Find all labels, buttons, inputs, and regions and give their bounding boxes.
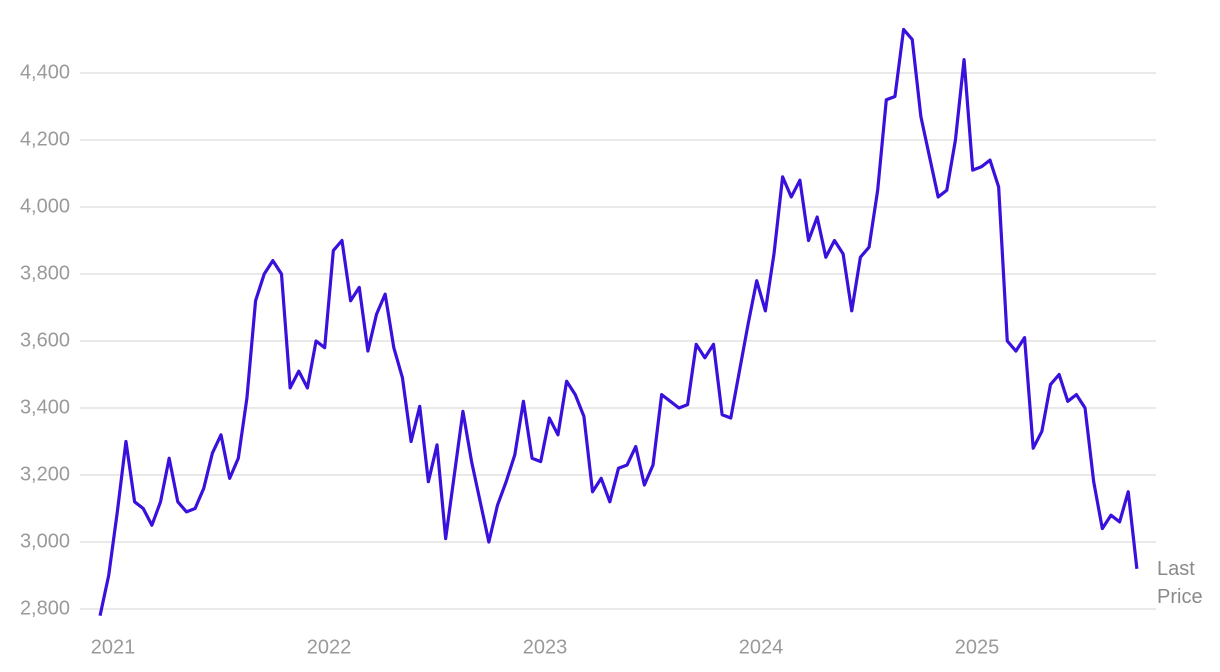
y-tick-label: 3,600 — [20, 329, 70, 351]
y-tick-label: 4,000 — [20, 195, 70, 217]
price-line — [98, 27, 1139, 617]
x-tick-label: 2022 — [307, 636, 352, 658]
x-tick-label: 2021 — [91, 636, 136, 658]
y-tick-label: 2,800 — [20, 597, 70, 619]
x-tick-label: 2025 — [955, 636, 1000, 658]
x-tick-label: 2024 — [739, 636, 784, 658]
x-tick-label: 2023 — [523, 636, 568, 658]
y-tick-label: 4,400 — [20, 61, 70, 83]
annotation: Last Price — [1157, 558, 1203, 608]
y-tick-label: 4,200 — [20, 128, 70, 150]
y-tick-label: 3,000 — [20, 530, 70, 552]
y-tick-label: 3,800 — [20, 262, 70, 284]
y-tick-label: 3,200 — [20, 463, 70, 485]
y-tick-label: 3,400 — [20, 396, 70, 418]
